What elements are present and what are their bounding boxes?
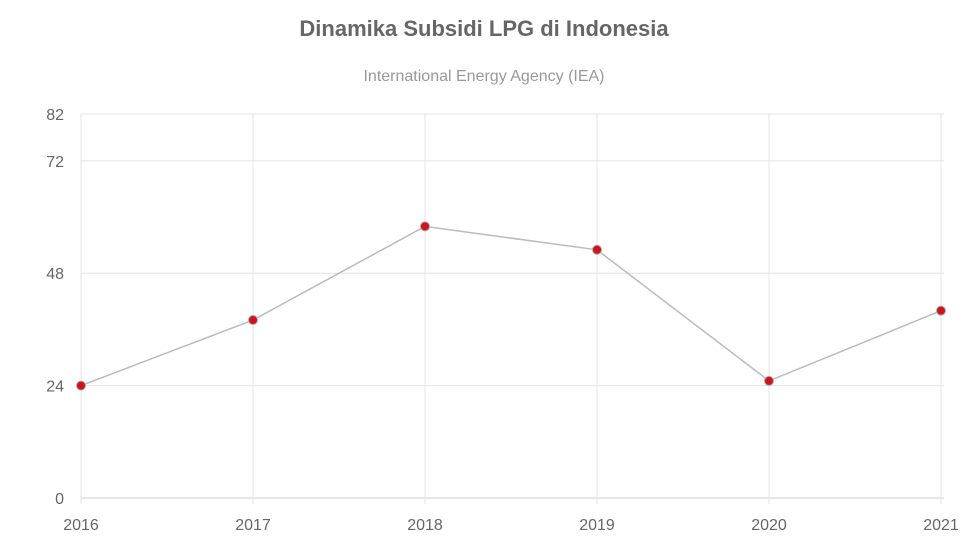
x-tick-label: 2016 [63,517,99,534]
x-tick-label: 2021 [923,517,959,534]
y-tick-label: 72 [46,154,64,171]
chart-subtitle: International Energy Agency (IEA) [363,68,605,85]
data-point [248,315,258,326]
y-tick-label: 82 [46,107,64,124]
x-tick-label: 2018 [407,517,443,534]
data-point [936,305,946,316]
data-point [420,221,430,232]
x-tick-label: 2017 [235,517,271,534]
chart-title: Dinamika Subsidi LPG di Indonesia [299,16,669,41]
data-point [592,244,602,255]
y-tick-label: 0 [55,491,64,508]
x-tick-label: 2020 [751,517,787,534]
x-tick-label: 2019 [579,517,615,534]
y-tick-label: 24 [46,379,64,396]
data-point [764,375,774,386]
data-point [76,380,86,391]
series-line [80,225,942,387]
y-tick-label: 48 [46,266,64,283]
